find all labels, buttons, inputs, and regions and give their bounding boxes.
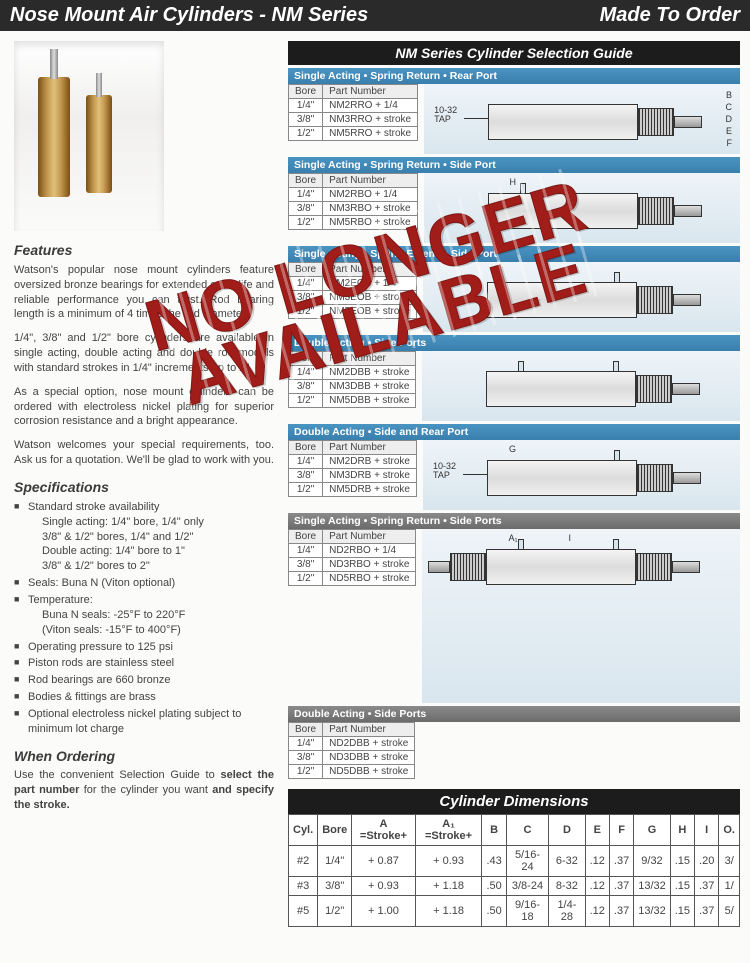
config-body: BorePart Number1/4"NM2EOB + 1/43/8"NM3EO… xyxy=(288,262,740,332)
features-p1: Watson's popular nose mount cylinders fe… xyxy=(14,263,274,322)
ordering-heading: When Ordering xyxy=(14,747,274,766)
table-row: 1/2"NM5EOB + stroke xyxy=(289,305,417,319)
features-p2: 1/4", 3/8" and 1/2" bore cylinders are a… xyxy=(14,331,274,376)
features-p4: Watson welcomes your special requirement… xyxy=(14,438,274,468)
features-heading: Features xyxy=(14,241,274,260)
cylinder-diagram xyxy=(423,262,740,332)
dim-label: G xyxy=(509,444,516,454)
part-number-table: BorePart Number1/4"NM2DRB + stroke3/8"NM… xyxy=(288,440,417,497)
part-number-table: BorePart Number1/4"NM2EOB + 1/43/8"NM3EO… xyxy=(288,262,417,319)
table-row: 1/2"NM5RBO + stroke xyxy=(289,216,418,230)
table-row: 3/8"NM3EOB + stroke xyxy=(289,291,417,305)
spec-item: Standard stroke availabilitySingle actin… xyxy=(14,500,274,574)
content-area: Features Watson's popular nose mount cyl… xyxy=(0,31,750,927)
table-row: 3/8"ND3RBO + stroke xyxy=(289,558,416,572)
header-title-right: Made To Order xyxy=(600,4,740,27)
dim-label: A₁ xyxy=(508,533,517,543)
right-column: NM Series Cylinder Selection Guide Singl… xyxy=(288,41,740,927)
specs-heading: Specifications xyxy=(14,478,274,497)
cylinder-diagram: H xyxy=(424,173,740,243)
dim-label: B xyxy=(726,90,732,100)
tap-label: 10-32TAP xyxy=(434,106,457,124)
spec-item: Operating pressure to 125 psi xyxy=(14,640,274,655)
config-heading: Single Acting • Spring Return • Rear Por… xyxy=(288,68,740,84)
config-body: BorePart Number1/4"NM2RBO + 1/43/8"NM3RB… xyxy=(288,173,740,243)
part-number-table: BorePart Number1/4"NM2RBO + 1/43/8"NM3RB… xyxy=(288,173,418,230)
guide-title: NM Series Cylinder Selection Guide xyxy=(288,41,740,65)
table-row: 1/2"ND5DBB + stroke xyxy=(289,765,415,779)
table-row: 1/2"ND5RBO + stroke xyxy=(289,572,416,586)
tap-label: 10-32TAP xyxy=(433,462,456,480)
dim-label: E xyxy=(726,126,732,136)
ordering-text: Use the convenient Selection Guide to se… xyxy=(14,768,274,813)
cylinder-diagram: 10-32TAP G xyxy=(423,440,740,510)
table-row: 3/8"NM3DRB + stroke xyxy=(289,469,417,483)
dim-label: F xyxy=(727,138,733,148)
config-heading: Single Acting • Spring Return • Side Por… xyxy=(288,157,740,173)
part-number-table: BorePart Number1/4"NM2RRO + 1/43/8"NM3RR… xyxy=(288,84,418,141)
table-row: 3/8"ND3DBB + stroke xyxy=(289,751,415,765)
spec-item: Piston rods are stainless steel xyxy=(14,656,274,671)
left-column: Features Watson's popular nose mount cyl… xyxy=(14,41,274,927)
table-row: 3/8"NM3RBO + stroke xyxy=(289,202,418,216)
cylinder-diagram: A₁ I xyxy=(422,529,740,703)
config-body: BorePart Number1/4"ND2RBO + 1/43/8"ND3RB… xyxy=(288,529,740,703)
table-row: 1/2"NM5DBB + stroke xyxy=(289,394,416,408)
config-block: Single Acting • Spring Return • Rear Por… xyxy=(288,68,740,154)
table-row: 1/2"NM5DRB + stroke xyxy=(289,483,417,497)
part-number-table: BorePart Number1/4"NM2DBB + stroke3/8"NM… xyxy=(288,351,416,408)
table-row: 3/8"NM3DBB + stroke xyxy=(289,380,416,394)
spec-list: Standard stroke availabilitySingle actin… xyxy=(14,500,274,737)
table-row: 3/8"NM3RRO + stroke xyxy=(289,113,418,127)
config-list: Single Acting • Spring Return • Rear Por… xyxy=(288,68,740,779)
config-heading: Single Acting • Spring Return • Side Por… xyxy=(288,513,740,529)
part-number-table: BorePart Number1/4"ND2RBO + 1/43/8"ND3RB… xyxy=(288,529,416,586)
config-body: BorePart Number1/4"NM2DRB + stroke3/8"NM… xyxy=(288,440,740,510)
dim-label: I xyxy=(568,533,571,543)
table-row: 1/4"ND2DBB + stroke xyxy=(289,737,415,751)
table-row: #33/8"+ 0.93+ 1.18.503/8-248-32.12.3713/… xyxy=(289,877,740,896)
config-body: BorePart Number1/4"ND2DBB + stroke3/8"ND… xyxy=(288,722,740,779)
config-body: BorePart Number1/4"NM2RRO + 1/43/8"NM3RR… xyxy=(288,84,740,154)
dim-table-title: Cylinder Dimensions xyxy=(288,789,740,814)
part-number-table: BorePart Number1/4"ND2DBB + stroke3/8"ND… xyxy=(288,722,415,779)
features-p3: As a special option, nose mount cylinder… xyxy=(14,385,274,430)
spec-item: Temperature:Buna N seals: -25°F to 220°F… xyxy=(14,593,274,638)
table-row: 1/4"NM2RBO + 1/4 xyxy=(289,188,418,202)
cylinder-diagram xyxy=(422,351,740,421)
table-row: 1/2"NM5RRO + stroke xyxy=(289,127,418,141)
config-block: Single Acting • Spring Extend • Side Por… xyxy=(288,246,740,332)
page-header: Nose Mount Air Cylinders - NM Series Mad… xyxy=(0,0,750,31)
table-row: #21/4"+ 0.87+ 0.93.435/16-246-32.12.379/… xyxy=(289,846,740,877)
spec-item: Optional electroless nickel plating subj… xyxy=(14,707,274,737)
config-heading: Double Acting • Side and Rear Port xyxy=(288,424,740,440)
config-block: Double Acting • Side and Rear PortBorePa… xyxy=(288,424,740,510)
table-row: 1/4"NM2EOB + 1/4 xyxy=(289,277,417,291)
config-block: Single Acting • Spring Return • Side Por… xyxy=(288,157,740,243)
dim-label: D xyxy=(726,114,733,124)
table-row: 1/4"NM2RRO + 1/4 xyxy=(289,99,418,113)
config-heading: Single Acting • Spring Extend • Side Por… xyxy=(288,246,740,262)
config-block: Double Acting • Side PortsBorePart Numbe… xyxy=(288,706,740,779)
config-body: BorePart Number1/4"NM2DBB + stroke3/8"NM… xyxy=(288,351,740,421)
config-block: Double Acting • Side PortsBorePart Numbe… xyxy=(288,335,740,421)
spec-item: Seals: Buna N (Viton optional) xyxy=(14,576,274,591)
table-row: 1/4"NM2DBB + stroke xyxy=(289,366,416,380)
cylinder-diagram: 10-32TAP BCDEF xyxy=(424,84,740,154)
dimensions-table: Cyl.BoreA =Stroke+A₁ =Stroke+BCDEFGHIO.#… xyxy=(288,814,740,927)
table-row: 1/4"NM2DRB + stroke xyxy=(289,455,417,469)
table-row: #51/2"+ 1.00+ 1.18.509/16-181/4-28.12.37… xyxy=(289,896,740,927)
dim-label: H xyxy=(510,177,517,187)
spec-item: Bodies & fittings are brass xyxy=(14,690,274,705)
config-heading: Double Acting • Side Ports xyxy=(288,335,740,351)
spec-item: Rod bearings are 660 bronze xyxy=(14,673,274,688)
config-heading: Double Acting • Side Ports xyxy=(288,706,740,722)
table-row: 1/4"ND2RBO + 1/4 xyxy=(289,544,416,558)
dim-label: C xyxy=(726,102,733,112)
config-block: Single Acting • Spring Return • Side Por… xyxy=(288,513,740,703)
header-title-left: Nose Mount Air Cylinders - NM Series xyxy=(10,4,368,27)
product-photo xyxy=(14,41,164,231)
